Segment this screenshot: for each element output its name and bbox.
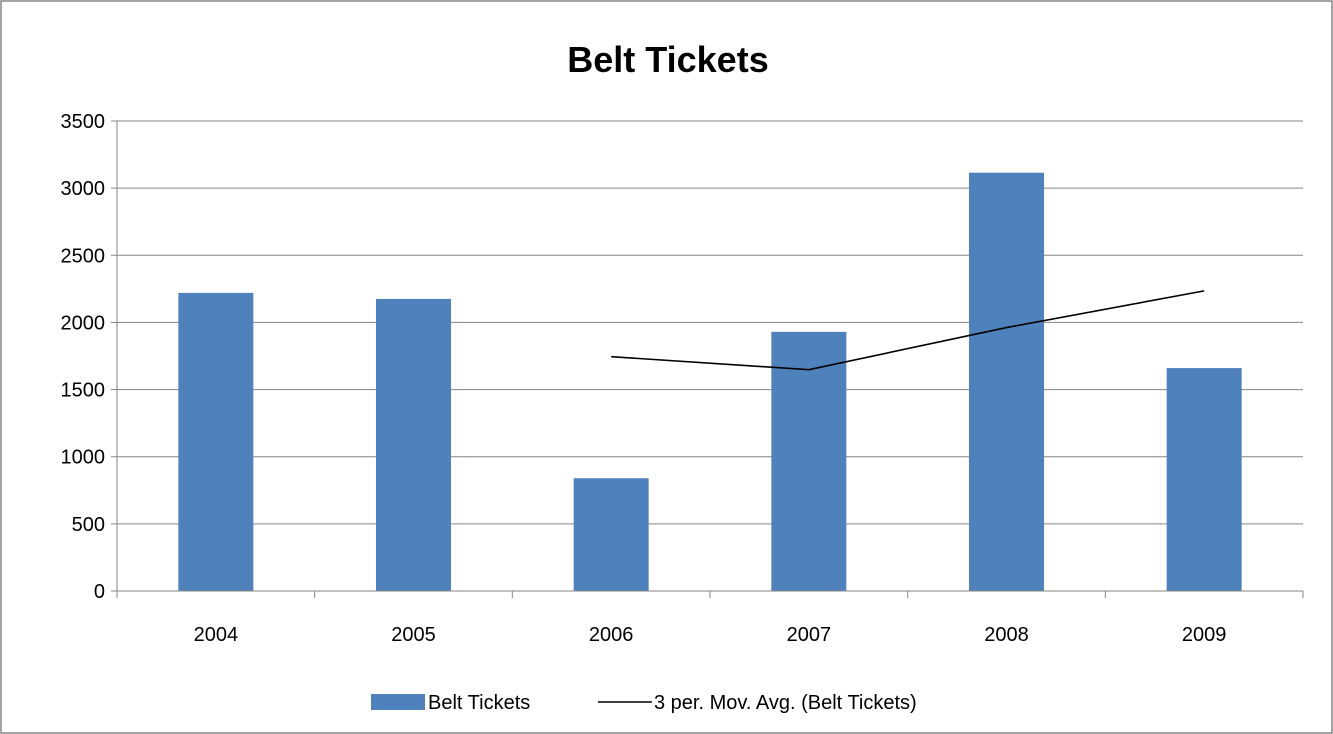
- y-tick-label-3000: 3000: [61, 178, 106, 200]
- bar-2004: [178, 292, 254, 591]
- legend: Belt Tickets 3 per. Mov. Avg. (Belt Ticke…: [371, 692, 917, 714]
- x-tick-label-2006: 2006: [589, 624, 634, 646]
- bar-2008: [969, 172, 1044, 591]
- moving-average-line: [611, 290, 1205, 371]
- y-tick-label-500: 500: [72, 514, 105, 536]
- chart-title: Belt Tickets: [567, 39, 768, 80]
- legend-label-moving-average: 3 per. Mov. Avg. (Belt Tickets): [654, 692, 917, 714]
- axes: 0 500 1000 1500 2000 2500 3000 3500 2004 2005 2006…: [61, 111, 1304, 646]
- x-tick-label-2007: 2007: [787, 624, 832, 646]
- x-tick-label-2004: 2004: [194, 624, 239, 646]
- bar-2006: [573, 478, 649, 591]
- y-tick-label-1000: 1000: [61, 447, 106, 469]
- y-tick-label-2000: 2000: [61, 312, 106, 334]
- bar-series: [178, 172, 1242, 591]
- x-tick-label-2009: 2009: [1182, 624, 1227, 646]
- legend-swatch-belt-tickets: [371, 694, 425, 710]
- legend-label-belt-tickets: Belt Tickets: [428, 692, 530, 714]
- moving-average-series: [611, 290, 1205, 371]
- bar-2009: [1166, 368, 1242, 591]
- gridlines: [117, 120, 1303, 525]
- y-tick-label-2500: 2500: [61, 245, 106, 267]
- bar-2005: [376, 298, 451, 591]
- x-tick-label-2008: 2008: [984, 624, 1029, 646]
- y-tick-label-1500: 1500: [61, 380, 106, 402]
- bar-2007: [771, 331, 847, 591]
- x-tick-label-2005: 2005: [391, 624, 436, 646]
- y-tick-label-3500: 3500: [61, 111, 106, 133]
- y-tick-label-0: 0: [94, 581, 105, 603]
